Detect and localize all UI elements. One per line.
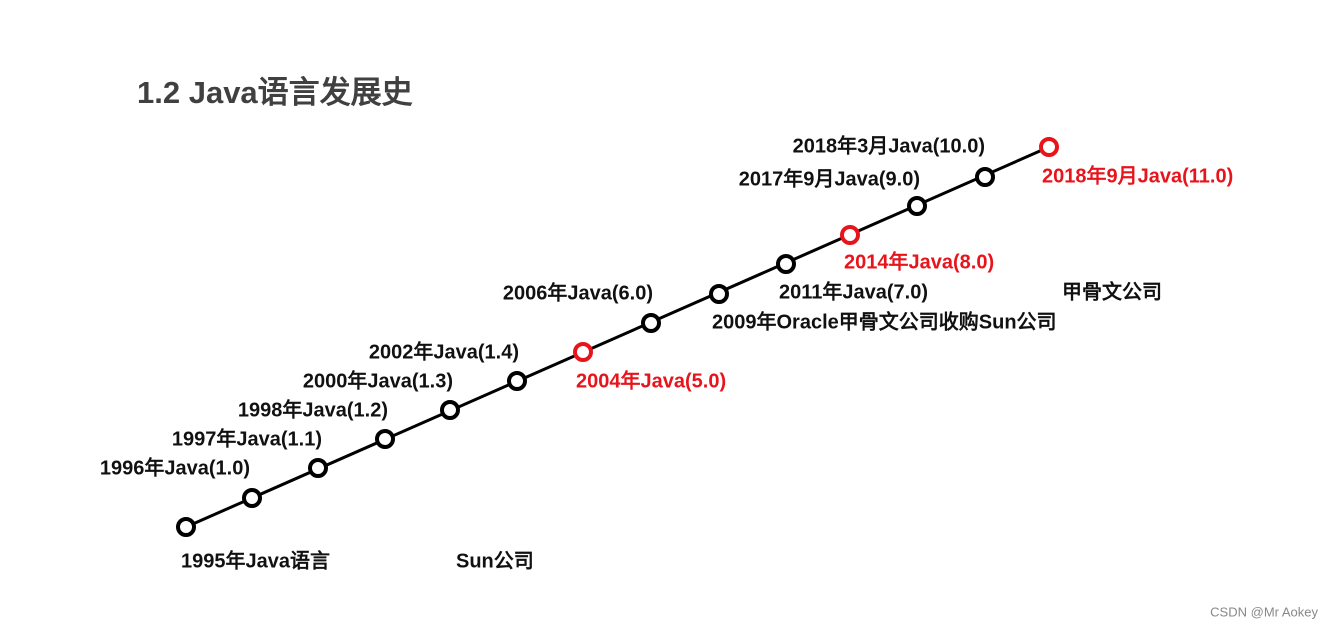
node	[975, 167, 995, 187]
label: 1996年Java(1.0)	[100, 455, 250, 479]
label: 2011年Java(7.0)	[779, 279, 928, 303]
timeline-nodes	[176, 137, 1059, 537]
label: 2004年Java(5.0)	[576, 368, 726, 392]
node	[507, 371, 527, 391]
node	[840, 225, 860, 245]
label: 2018年3月Java(10.0)	[793, 133, 985, 157]
watermark: CSDN @Mr Aokey	[1210, 604, 1318, 619]
label: 2006年Java(6.0)	[503, 280, 653, 304]
node	[176, 517, 196, 537]
label: 2009年Oracle甲骨文公司收购Sun公司	[712, 309, 1057, 333]
label: 1997年Java(1.1)	[172, 426, 322, 450]
node	[641, 313, 661, 333]
label: 2017年9月Java(9.0)	[739, 166, 920, 190]
label: 2014年Java(8.0)	[844, 249, 994, 273]
label: 2000年Java(1.3)	[303, 368, 453, 392]
label: Sun公司	[456, 549, 534, 572]
node	[573, 342, 593, 362]
node	[1039, 137, 1059, 157]
label: 甲骨文公司	[1062, 279, 1162, 303]
label: 1995年Java语言	[181, 548, 330, 572]
label: 2002年Java(1.4)	[369, 339, 519, 363]
node	[308, 458, 328, 478]
node	[242, 488, 262, 508]
timeline-line	[185, 145, 1050, 529]
label: 1998年Java(1.2)	[238, 397, 388, 421]
node	[907, 196, 927, 216]
node	[440, 400, 460, 420]
node	[709, 284, 729, 304]
node	[776, 254, 796, 274]
title: 1.2 Java语言发展史	[137, 75, 413, 110]
label: 2018年9月Java(11.0)	[1042, 163, 1233, 187]
node	[375, 429, 395, 449]
